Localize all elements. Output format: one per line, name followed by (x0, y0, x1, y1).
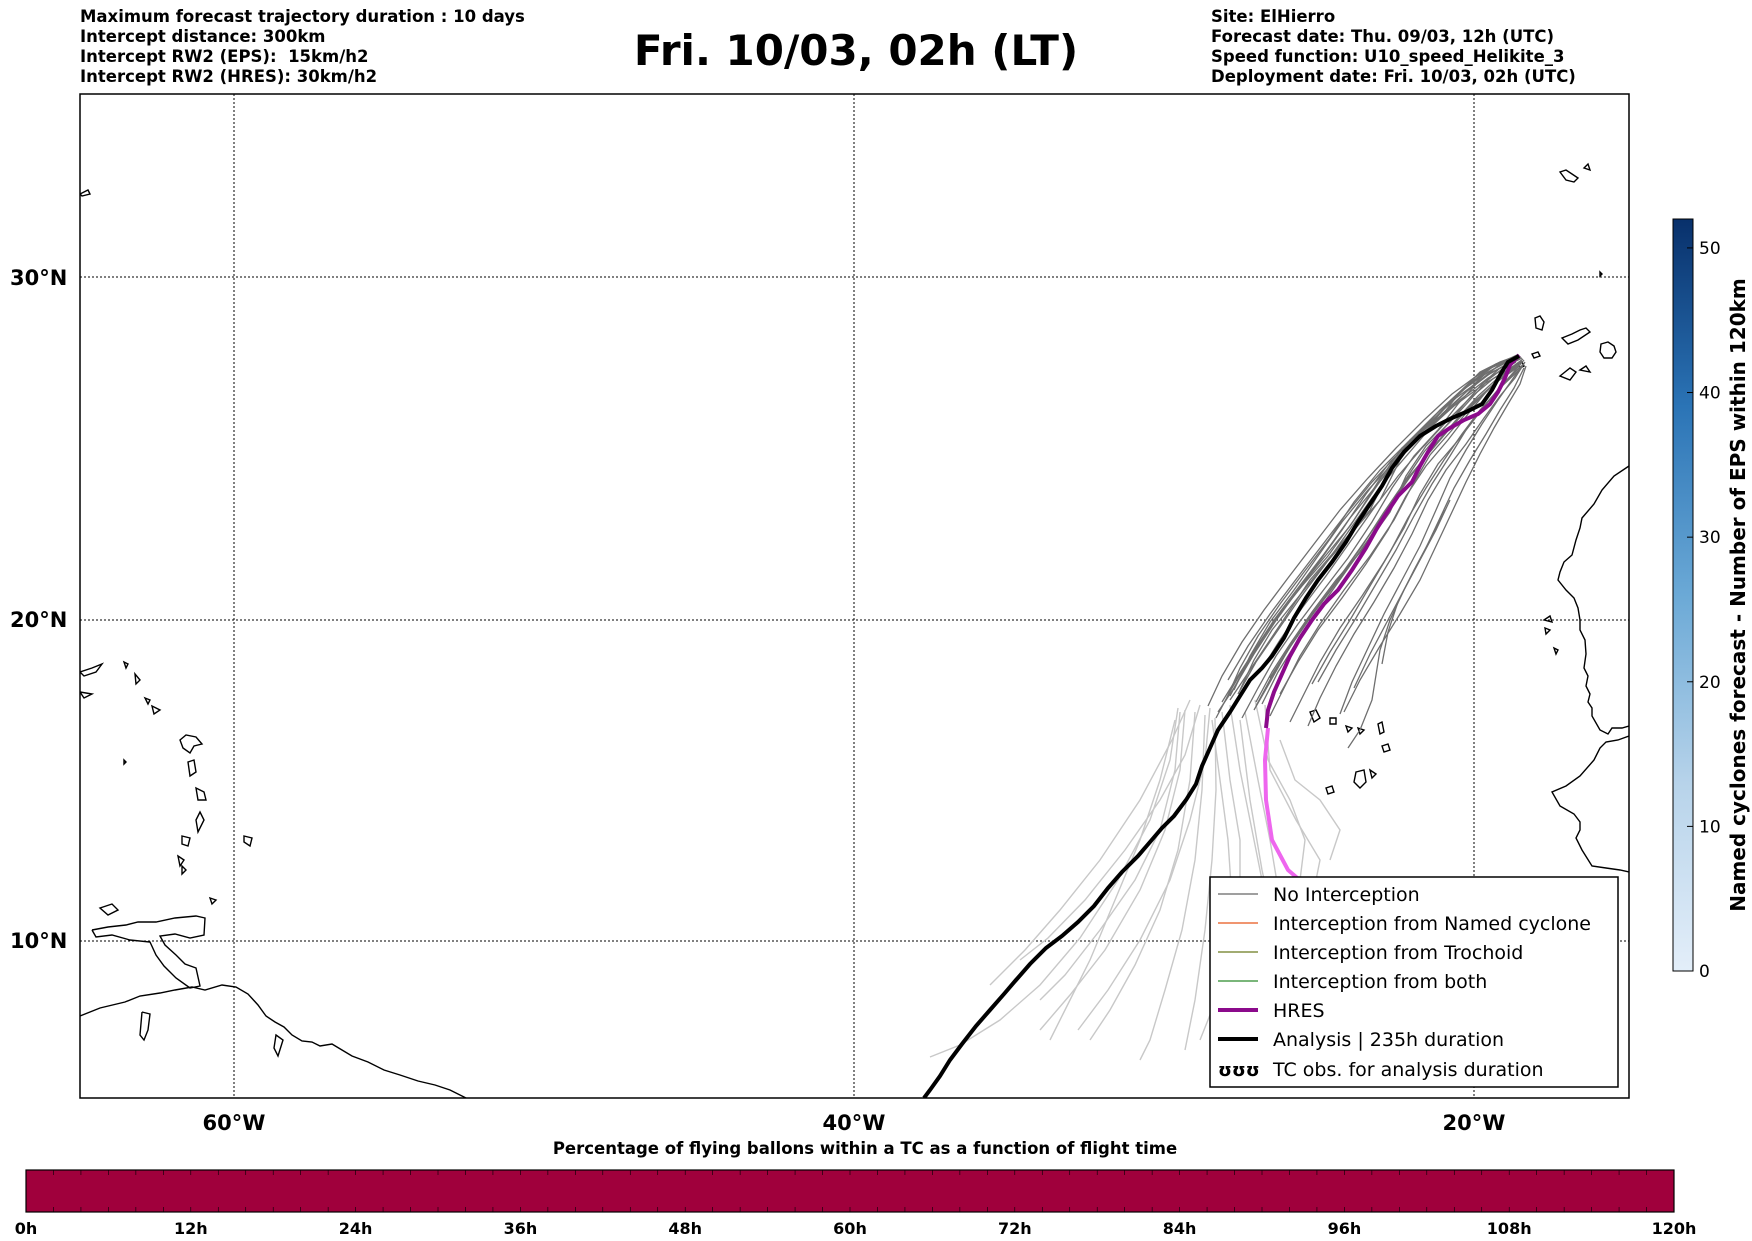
page-title: Fri. 10/03, 02h (LT) (633, 26, 1079, 75)
header-right: Site: ElHierro Forecast date: Thu. 09/03… (1211, 7, 1576, 87)
legend: No Interception Interception from Named … (1209, 876, 1619, 1088)
tc-obs-symbol-icon: ʊʊʊ (1218, 1060, 1260, 1081)
colorbar-tick-label: 10 (1699, 817, 1721, 837)
legend-label-named-cyclone: Interception from Named cyclone (1273, 913, 1591, 935)
colorbar-tick-label: 40 (1699, 384, 1721, 404)
eps-trajectories-faded (929, 699, 1341, 1061)
colorbar-label: Named cyclones forecast - Number of EPS … (1726, 278, 1750, 912)
lat-label-10n: 10°N (10, 929, 67, 953)
colorbar-tick-label: 20 (1699, 673, 1721, 693)
intercept-hres-text: Intercept RW2 (HRES): 30km/h2 (80, 67, 378, 86)
legend-label-both: Interception from both (1273, 971, 1487, 993)
colorbar-tick-label: 50 (1699, 239, 1721, 259)
speed-function-text: Speed function: U10_speed_Helikite_3 (1211, 47, 1565, 66)
forecast-date-text: Forecast date: Thu. 09/03, 12h (UTC) (1211, 27, 1555, 46)
legend-label-no-interception: No Interception (1273, 884, 1420, 906)
hres-trajectory-faded (1262, 727, 1304, 884)
colorbar-gradient (1672, 218, 1694, 972)
colorbar-tick-label: 30 (1699, 528, 1721, 548)
max-duration-text: Maximum forecast trajectory duration : 1… (80, 7, 525, 26)
timebar-title: Percentage of flying ballons within a TC… (552, 1139, 1178, 1158)
legend-label-hres: HRES (1273, 1000, 1325, 1022)
lat-label-20n: 20°N (10, 608, 67, 632)
legend-label-analysis: Analysis | 235h duration (1273, 1029, 1504, 1051)
colorbar-ticks: 0 10 20 30 40 50 (1687, 239, 1721, 982)
lat-label-30n: 30°N (10, 266, 67, 290)
analysis-trajectory (922, 354, 1520, 1098)
colorbar: 0 10 20 30 40 50 Named cyclones forecast - Nu… (1672, 218, 1750, 982)
colorbar-tick-label: 0 (1699, 962, 1710, 982)
legend-label-trochoid: Interception from Trochoid (1273, 942, 1523, 964)
lon-label-60w: 60°W (203, 1111, 266, 1135)
hres-trajectory (1264, 353, 1521, 729)
deployment-date-text: Deployment date: Fri. 10/03, 02h (UTC) (1211, 67, 1576, 86)
lon-label-40w: 40°W (823, 1111, 886, 1135)
intercept-eps-text: Intercept RW2 (EPS): 15km/h2 (80, 47, 369, 66)
map-frame (79, 93, 1630, 1099)
lon-label-20w: 20°W (1443, 1111, 1506, 1135)
coastlines (80, 162, 1629, 1098)
header-left: Maximum forecast trajectory duration : 1… (80, 7, 525, 87)
legend-box (1209, 876, 1619, 1088)
legend-label-tc-obs: TC obs. for analysis duration (1272, 1059, 1544, 1081)
site-text: Site: ElHierro (1211, 7, 1336, 26)
intercept-distance-text: Intercept distance: 300km (80, 27, 326, 46)
